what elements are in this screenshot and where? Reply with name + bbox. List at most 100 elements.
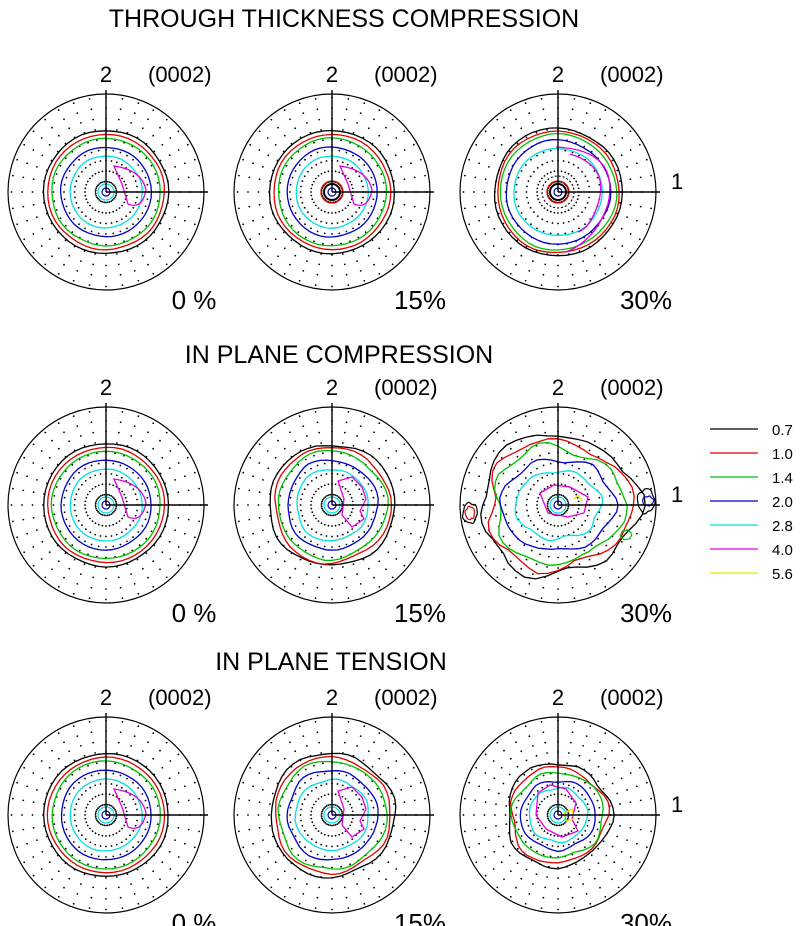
grid-dot bbox=[311, 198, 314, 201]
grid-dot bbox=[387, 766, 390, 769]
grid-dot bbox=[424, 520, 426, 523]
grid-dot bbox=[147, 118, 149, 121]
grid-dot bbox=[112, 149, 115, 152]
grid-dot bbox=[351, 790, 354, 792]
grid-dot bbox=[262, 839, 264, 841]
grid-dot bbox=[636, 842, 638, 845]
grid-dot bbox=[475, 238, 478, 241]
grid-dot bbox=[119, 464, 122, 467]
grid-dot bbox=[310, 167, 313, 169]
grid-dot bbox=[198, 797, 201, 800]
grid-dot bbox=[10, 814, 13, 816]
grid-dot bbox=[395, 760, 398, 762]
grid-dot bbox=[16, 223, 19, 226]
grid-dot bbox=[152, 870, 155, 873]
axis-2-label: 2 bbox=[326, 62, 338, 87]
grid-dot bbox=[608, 513, 611, 515]
grid-dot bbox=[524, 279, 527, 282]
grid-dot bbox=[589, 787, 592, 789]
grid-dot bbox=[159, 255, 161, 258]
grid-dot bbox=[468, 471, 471, 474]
grid-dot bbox=[40, 450, 43, 452]
grid-dot bbox=[569, 431, 572, 434]
grid-dot bbox=[91, 830, 94, 832]
grid-dot bbox=[103, 824, 106, 827]
grid-dot bbox=[136, 808, 138, 811]
grid-dot bbox=[382, 823, 385, 825]
grid-dot bbox=[177, 130, 180, 133]
grid-dot bbox=[57, 757, 60, 760]
grid-dot bbox=[638, 456, 641, 459]
grid-dot bbox=[12, 207, 14, 210]
grid-dot bbox=[551, 535, 554, 537]
grid-dot bbox=[291, 489, 294, 492]
grid-dot bbox=[123, 514, 126, 517]
section-title-through-thickness-compression: THROUGH THICKNESS COMPRESSION bbox=[109, 5, 579, 33]
grid-dot bbox=[84, 480, 87, 482]
grid-dot bbox=[187, 489, 190, 492]
grid-dot bbox=[593, 750, 596, 753]
grid-dot bbox=[294, 483, 297, 485]
grid-dot bbox=[605, 544, 608, 547]
grid-dot bbox=[341, 812, 344, 815]
grid-dot bbox=[391, 741, 394, 744]
grid-dot bbox=[105, 233, 107, 235]
grid-dot bbox=[297, 544, 300, 547]
grid-dot bbox=[289, 263, 291, 266]
grid-dot bbox=[394, 777, 397, 780]
grid-dot bbox=[277, 255, 279, 258]
grid-dot bbox=[84, 817, 87, 820]
grid-dot bbox=[258, 491, 261, 494]
grid-dot bbox=[110, 160, 113, 162]
grid-dot bbox=[303, 829, 306, 832]
grid-dot bbox=[526, 196, 528, 199]
grid-dot bbox=[536, 838, 539, 840]
grid-dot bbox=[571, 853, 574, 856]
grid-dot bbox=[10, 191, 13, 193]
grid-dot bbox=[174, 216, 177, 219]
grid-dot bbox=[283, 247, 286, 250]
grid-dot bbox=[115, 832, 118, 835]
grid-dot bbox=[542, 543, 545, 546]
grid-dot bbox=[626, 839, 628, 841]
grid-dot bbox=[338, 855, 341, 858]
grid-dot bbox=[515, 741, 517, 744]
grid-dot bbox=[571, 108, 574, 111]
strain-label: 30% bbox=[620, 598, 672, 628]
grid-dot bbox=[360, 493, 363, 496]
grid-dot bbox=[310, 187, 313, 190]
grid-dot bbox=[115, 812, 118, 815]
grid-dot bbox=[331, 525, 333, 527]
grid-dot bbox=[133, 893, 136, 895]
grid-dot bbox=[99, 222, 102, 224]
contour-level-4.0 bbox=[112, 788, 147, 830]
strain-label: 30% bbox=[620, 908, 672, 926]
grid-dot bbox=[336, 805, 339, 807]
grid-dot bbox=[105, 264, 107, 267]
grid-dot bbox=[373, 741, 375, 744]
grid-dot bbox=[115, 505, 118, 508]
grid-dot bbox=[277, 439, 279, 442]
grid-dot bbox=[307, 793, 309, 796]
grid-dot bbox=[323, 210, 326, 213]
grid-dot bbox=[111, 512, 114, 514]
grid-dot bbox=[488, 216, 490, 219]
grid-dot bbox=[40, 868, 43, 870]
grid-dot bbox=[331, 898, 333, 900]
grid-dot bbox=[154, 832, 157, 834]
grid-dot bbox=[258, 753, 261, 756]
grid-dot bbox=[94, 522, 97, 525]
grid-dot bbox=[358, 158, 360, 161]
grid-dot bbox=[495, 825, 497, 827]
grid-dot bbox=[403, 564, 406, 567]
grid-dot bbox=[516, 239, 519, 242]
grid-dot bbox=[97, 462, 100, 465]
grid-dot bbox=[267, 540, 270, 543]
grid-dot bbox=[616, 792, 619, 795]
grid-dot bbox=[121, 827, 123, 830]
grid-dot bbox=[88, 907, 91, 909]
grid-dot bbox=[497, 792, 500, 795]
grid-dot bbox=[304, 158, 306, 161]
grid-dot bbox=[320, 566, 322, 568]
grid-dot bbox=[549, 807, 551, 810]
